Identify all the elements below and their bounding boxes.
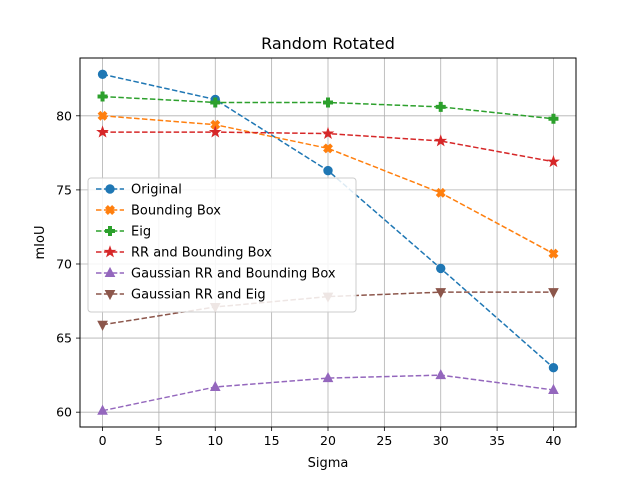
legend-label: RR and Bounding Box <box>131 246 272 261</box>
series-line <box>102 291 554 326</box>
data-point <box>548 363 559 373</box>
legend-item: Gaussian RR and Bounding Box <box>96 267 336 282</box>
data-point <box>548 288 559 299</box>
data-point <box>435 288 447 299</box>
data-point <box>97 320 108 331</box>
legend-label: Gaussian RR and Eig <box>131 288 266 303</box>
y-axis-ticks: 60 65 70 75 80 <box>56 108 80 420</box>
legend-item: RR and Bounding Box <box>96 245 272 261</box>
data-point <box>548 383 559 394</box>
data-point <box>96 125 109 138</box>
series-2 <box>97 91 559 124</box>
chart-title: Random Rotated <box>261 34 395 53</box>
legend-item: Eig <box>96 225 151 240</box>
data-point <box>435 369 447 380</box>
legend: Original Bounding Box Eig RR and Bounding B… <box>87 177 357 313</box>
x-tick-label: 5 <box>155 433 163 448</box>
data-point <box>97 404 108 415</box>
y-tick-label: 70 <box>56 256 72 271</box>
legend-label: Gaussian RR and Bounding Box <box>131 267 336 282</box>
data-point <box>323 97 333 108</box>
legend-marker <box>105 205 115 215</box>
y-tick-label: 80 <box>56 108 72 123</box>
legend-marker <box>103 245 117 258</box>
data-point <box>435 187 446 198</box>
data-point <box>434 134 448 147</box>
y-tick-label: 65 <box>56 331 72 346</box>
x-axis-ticks: 0 5 10 15 20 25 30 35 40 <box>99 427 562 448</box>
x-tick-label: 30 <box>433 433 449 448</box>
series-4 <box>97 369 559 415</box>
series-line <box>102 115 554 255</box>
series-3 <box>96 125 560 168</box>
data-point <box>97 91 108 102</box>
legend-marker <box>104 266 116 277</box>
x-tick-label: 40 <box>546 433 562 448</box>
legend-label: Eig <box>131 225 151 240</box>
y-axis-label: mIoU <box>33 226 48 260</box>
legend-marker <box>105 226 115 236</box>
data-point <box>210 97 221 108</box>
data-point <box>436 263 446 274</box>
data-point <box>97 69 108 80</box>
data-point <box>548 113 559 124</box>
data-point <box>209 380 221 391</box>
x-tick-label: 25 <box>376 433 392 448</box>
legend-box <box>87 177 357 313</box>
data-point <box>435 101 446 112</box>
legend-label: Bounding Box <box>131 204 221 219</box>
x-tick-label: 15 <box>264 433 280 448</box>
x-tick-label: 20 <box>320 433 336 448</box>
x-axis-label: Sigma <box>308 456 349 471</box>
x-tick-label: 10 <box>207 433 223 448</box>
data-point <box>97 110 108 121</box>
series-1 <box>97 110 559 259</box>
data-point <box>323 143 333 154</box>
data-point <box>208 125 222 138</box>
legend-item: Gaussian RR and Eig <box>96 288 266 303</box>
y-tick-label: 60 <box>56 405 72 420</box>
x-tick-label: 35 <box>489 433 505 448</box>
data-point <box>323 165 333 176</box>
legend-label: Original <box>131 183 182 198</box>
data-point <box>210 119 221 130</box>
data-point <box>547 155 560 168</box>
legend-marker <box>104 290 116 301</box>
legend-item: Original <box>96 183 182 198</box>
data-point <box>322 372 334 383</box>
legend-marker <box>105 184 115 194</box>
x-tick-label: 0 <box>99 433 107 448</box>
legend-item: Bounding Box <box>96 204 221 219</box>
data-point <box>548 248 559 259</box>
data-point <box>321 126 335 140</box>
y-tick-label: 75 <box>56 182 72 197</box>
